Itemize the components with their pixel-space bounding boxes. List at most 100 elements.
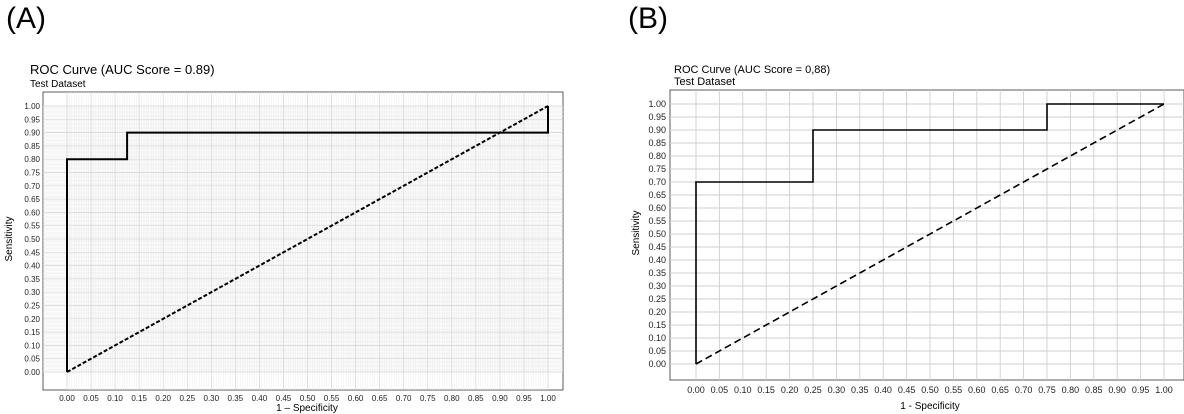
x-tick-label: 0.80 — [1062, 385, 1080, 395]
x-tick-label: 0.45 — [276, 394, 292, 403]
x-tick-label: 0.45 — [898, 385, 916, 395]
y-tick-label: 0.85 — [24, 142, 40, 151]
y-tick-label: 0.25 — [24, 302, 40, 311]
y-tick-label: 1.00 — [648, 99, 666, 109]
roc-curve-line — [695, 103, 1164, 364]
y-tick-label: 0.30 — [24, 288, 40, 297]
chart-title: ROC Curve (AUC Score = 0.89) — [30, 62, 215, 77]
y-tick-label: 0.80 — [648, 151, 666, 161]
y-tick-label: 0.10 — [648, 333, 666, 343]
y-tick-label: 0.20 — [648, 307, 666, 317]
y-tick-label: 0.45 — [24, 248, 40, 257]
y-tick-label: 0.75 — [648, 164, 666, 174]
y-tick-label: 0.35 — [648, 268, 666, 278]
roc-curve-line — [66, 106, 549, 372]
x-tick-label: 0.90 — [1108, 385, 1126, 395]
y-tick-label: 0.65 — [648, 190, 666, 200]
x-tick-label: 0.35 — [851, 385, 869, 395]
y-axis-label: Sensitivity — [4, 216, 15, 261]
y-tick-label: 0.95 — [648, 112, 666, 122]
chart-subtitle: Test Dataset — [30, 79, 86, 90]
y-tick-label: 1.00 — [24, 102, 40, 111]
x-tick-label: 0.20 — [155, 394, 171, 403]
x-tick-label: 0.40 — [252, 394, 268, 403]
x-tick-label: 0.20 — [781, 385, 799, 395]
x-tick-label: 0.40 — [874, 385, 892, 395]
x-tick-label: 0.75 — [1038, 385, 1056, 395]
chart-subtitle: Test Dataset — [674, 76, 735, 88]
y-tick-label: 0.35 — [24, 275, 40, 284]
x-tick-label: 0.65 — [991, 385, 1009, 395]
roc-chart-b: 0.00 0.05 0.10 0.15 0.20 0.25 0.30 0.35 0.40 0.45… — [631, 64, 1184, 412]
x-tick-label: 0.35 — [228, 394, 244, 403]
x-tick-label: 0.15 — [131, 394, 147, 403]
x-tick-label: 0.00 — [687, 385, 705, 395]
x-tick-label: 0.60 — [348, 394, 364, 403]
y-tick-label: 0.90 — [648, 125, 666, 135]
y-tick-label: 0.75 — [24, 169, 40, 178]
y-tick-label: 0.90 — [24, 129, 40, 138]
chart-title: ROC Curve (AUC Score = 0,88) — [674, 64, 830, 76]
x-tick-label: 0.55 — [945, 385, 963, 395]
grid-lines — [43, 92, 563, 390]
y-tick-label: 0.60 — [648, 203, 666, 213]
x-tick-label: 0.10 — [107, 394, 123, 403]
y-tick-label: 0.15 — [648, 320, 666, 330]
x-tick-label: 0.80 — [444, 394, 460, 403]
x-tick-label: 0.25 — [804, 385, 822, 395]
x-tick-label: 0.60 — [968, 385, 986, 395]
x-tick-label: 0.05 — [711, 385, 729, 395]
y-tick-label: 0.60 — [24, 208, 40, 217]
y-tick-label: 0.00 — [648, 359, 666, 369]
y-tick-label: 0.30 — [648, 281, 666, 291]
roc-chart-a: 0.00 0.05 0.10 0.15 0.20 0.25 0.30 0.35 0.40 0.45… — [4, 62, 564, 414]
x-tick-label: 0.10 — [734, 385, 752, 395]
x-axis-label: 1 - Specificity — [900, 401, 959, 412]
y-tick-labels: 0.00 0.05 0.10 0.15 0.20 0.25 0.30 0.35 0.40 0.45… — [24, 102, 40, 377]
x-tick-label: 0.95 — [516, 394, 532, 403]
y-tick-label: 0.55 — [24, 222, 40, 231]
x-tick-label: 0.90 — [492, 394, 508, 403]
y-tick-label: 0.40 — [24, 262, 40, 271]
x-tick-label: 0.00 — [59, 394, 75, 403]
x-tick-labels: 0.00 0.05 0.10 0.15 0.20 0.25 0.30 0.35 0.40 0.45… — [687, 385, 1173, 395]
x-tick-label: 0.50 — [300, 394, 316, 403]
y-tick-label: 0.95 — [24, 115, 40, 124]
x-tick-label: 0.75 — [420, 394, 436, 403]
series-layer — [695, 103, 1165, 365]
y-axis-label: Sensitivity — [631, 210, 642, 255]
x-tick-label: 0.50 — [921, 385, 939, 395]
y-tick-label: 0.05 — [24, 355, 40, 364]
x-tick-labels: 0.00 0.05 0.10 0.15 0.20 0.25 0.30 0.35 0.40 0.45… — [59, 394, 556, 403]
y-tick-label: 0.10 — [24, 341, 40, 350]
panel-label-a: (A) — [6, 2, 46, 35]
y-tick-label: 0.55 — [648, 216, 666, 226]
y-tick-label: 0.85 — [648, 138, 666, 148]
y-tick-label: 0.70 — [648, 177, 666, 187]
x-tick-label: 0.15 — [757, 385, 775, 395]
y-tick-label: 0.15 — [24, 328, 40, 337]
y-tick-label: 0.50 — [24, 235, 40, 244]
y-tick-label: 0.00 — [24, 368, 40, 377]
y-tick-label: 0.05 — [648, 346, 666, 356]
y-tick-label: 0.65 — [24, 195, 40, 204]
y-tick-label: 0.25 — [648, 294, 666, 304]
x-tick-label: 0.65 — [372, 394, 388, 403]
x-tick-label: 0.30 — [204, 394, 220, 403]
y-tick-label: 0.45 — [648, 242, 666, 252]
y-tick-label: 0.70 — [24, 182, 40, 191]
x-tick-label: 1.00 — [1155, 385, 1173, 395]
panel-label-b: (B) — [628, 2, 668, 35]
x-tick-label: 1.00 — [540, 394, 556, 403]
x-tick-label: 0.30 — [828, 385, 846, 395]
y-tick-label: 0.80 — [24, 155, 40, 164]
diagonal-reference-line — [66, 105, 549, 373]
x-tick-label: 0.70 — [396, 394, 412, 403]
series-layer — [66, 105, 549, 373]
y-tick-label: 0.40 — [648, 255, 666, 265]
x-tick-label: 0.70 — [1015, 385, 1033, 395]
diagonal-reference-line — [695, 103, 1165, 365]
y-tick-labels: 0.00 0.05 0.10 0.15 0.20 0.25 0.30 0.35 0.40 0.45… — [648, 99, 666, 369]
y-tick-label: 0.50 — [648, 229, 666, 239]
x-tick-label: 0.05 — [83, 394, 99, 403]
